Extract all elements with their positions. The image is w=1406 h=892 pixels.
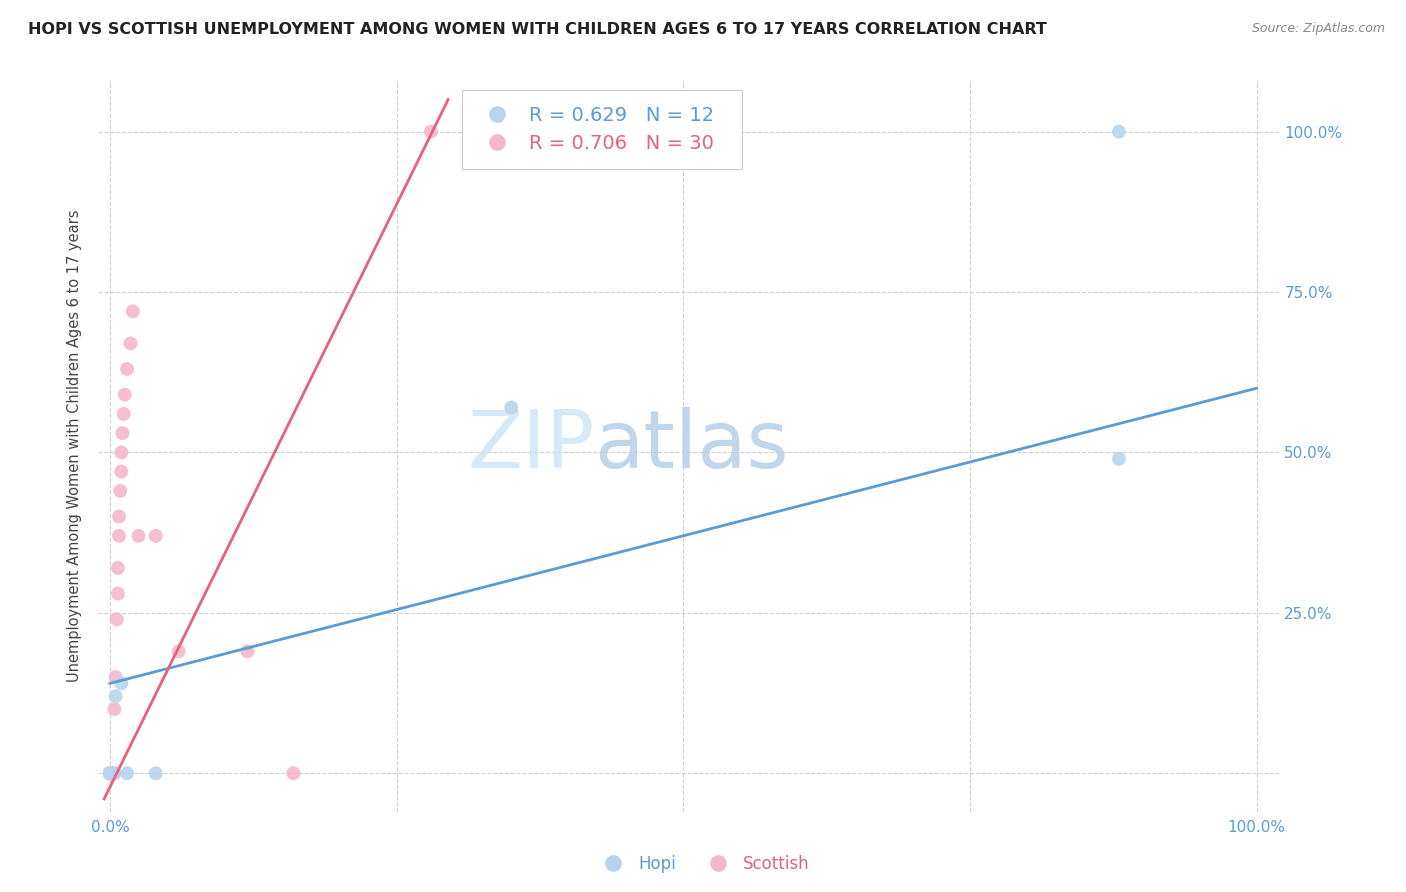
Point: [145, 766, 167, 780]
Point: [103, 766, 125, 780]
Point: [110, 465, 132, 479]
Text: ZIP: ZIP: [467, 407, 595, 485]
Point: [420, 125, 443, 139]
Point: [98, 766, 121, 780]
Point: [114, 387, 136, 401]
Point: [101, 766, 124, 780]
Legend: Hopi, Scottish: Hopi, Scottish: [591, 848, 815, 880]
Point: [108, 529, 131, 543]
Point: [103, 766, 125, 780]
Point: [98, 766, 121, 780]
Point: [98, 766, 121, 780]
Point: [115, 362, 138, 376]
Point: [110, 445, 132, 459]
Point: [104, 690, 127, 704]
Point: [98, 766, 121, 780]
Point: [98, 766, 121, 780]
Point: [98, 766, 121, 780]
Point: [103, 766, 125, 780]
Point: [1108, 125, 1130, 139]
Point: [283, 766, 305, 780]
Point: [501, 401, 523, 415]
Point: [103, 702, 125, 716]
Point: [121, 304, 143, 318]
Point: [105, 612, 128, 626]
Point: [145, 529, 167, 543]
Text: atlas: atlas: [595, 407, 789, 485]
Point: [104, 670, 127, 684]
Point: [108, 483, 131, 498]
Point: [167, 644, 190, 658]
Text: HOPI VS SCOTTISH UNEMPLOYMENT AMONG WOMEN WITH CHILDREN AGES 6 TO 17 YEARS CORRE: HOPI VS SCOTTISH UNEMPLOYMENT AMONG WOME…: [28, 22, 1047, 37]
Point: [98, 766, 121, 780]
Point: [128, 529, 150, 543]
Point: [115, 766, 138, 780]
Point: [107, 586, 129, 600]
Point: [98, 766, 121, 780]
Point: [112, 407, 135, 421]
Y-axis label: Unemployment Among Women with Children Ages 6 to 17 years: Unemployment Among Women with Children A…: [66, 210, 82, 682]
Point: [120, 336, 142, 351]
Point: [236, 644, 259, 658]
Point: [1108, 451, 1130, 466]
Point: [98, 766, 121, 780]
Legend: R = 0.629   N = 12  , R = 0.706   N = 30  : R = 0.629 N = 12 , R = 0.706 N = 30: [463, 90, 742, 169]
Point: [108, 509, 131, 524]
Point: [110, 676, 132, 690]
Text: Source: ZipAtlas.com: Source: ZipAtlas.com: [1251, 22, 1385, 36]
Point: [107, 561, 129, 575]
Point: [111, 426, 134, 441]
